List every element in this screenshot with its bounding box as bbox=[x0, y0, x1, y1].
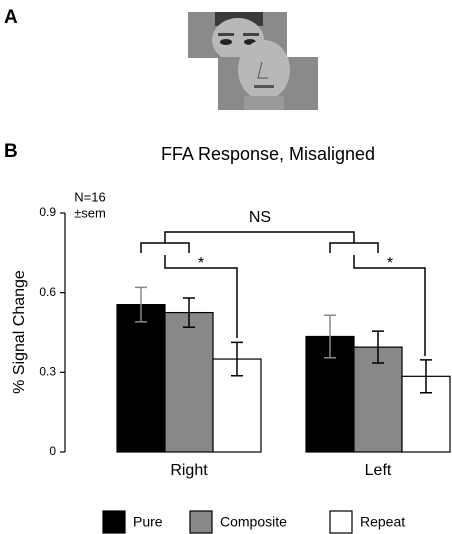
legend-swatch bbox=[329, 510, 353, 534]
bar bbox=[353, 346, 403, 453]
error-bar bbox=[372, 330, 384, 364]
legend-swatch bbox=[102, 510, 126, 534]
legend-swatch bbox=[189, 510, 213, 534]
panel-label: A bbox=[4, 7, 18, 28]
error-bar bbox=[231, 341, 243, 377]
y-tick-label: 0.3 bbox=[39, 365, 56, 379]
legend-label: Composite bbox=[220, 514, 287, 530]
bar bbox=[116, 304, 166, 453]
legend-label: Repeat bbox=[360, 514, 405, 530]
annotation: * bbox=[198, 255, 204, 272]
bracket bbox=[164, 255, 426, 356]
annotation: * bbox=[387, 255, 393, 272]
panel-label: B bbox=[4, 141, 18, 162]
annotation: NS bbox=[249, 209, 271, 226]
x-tick-label: Right bbox=[170, 462, 208, 479]
error-bar bbox=[420, 359, 432, 394]
legend-label: Pure bbox=[133, 514, 163, 530]
y-axis-label: % Signal Change bbox=[11, 270, 28, 394]
bar bbox=[164, 311, 214, 453]
error-bar bbox=[324, 314, 336, 359]
annotation: ±sem bbox=[74, 205, 106, 220]
y-tick-label: 0.9 bbox=[39, 205, 56, 219]
face-image-bottom bbox=[218, 40, 318, 110]
chart-title: FFA Response, Misaligned bbox=[161, 144, 375, 164]
annotation: N=16 bbox=[74, 189, 105, 204]
bracket bbox=[140, 231, 379, 253]
y-tick-label: 0.6 bbox=[39, 285, 56, 299]
error-bar bbox=[183, 297, 195, 328]
x-tick-label: Left bbox=[365, 462, 392, 479]
y-tick-label: 0 bbox=[49, 444, 56, 458]
error-bar bbox=[135, 286, 147, 323]
